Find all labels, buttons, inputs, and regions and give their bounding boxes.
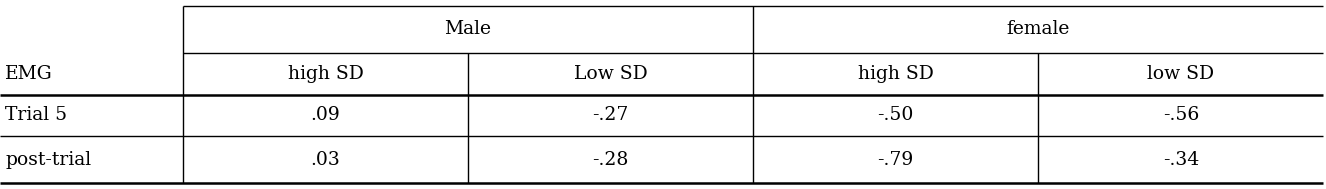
Text: post-trial: post-trial [5, 151, 91, 169]
Text: Low SD: Low SD [574, 65, 647, 83]
Text: low SD: low SD [1147, 65, 1215, 83]
Text: female: female [1006, 20, 1070, 38]
Text: -.28: -.28 [593, 151, 629, 169]
Text: EMG: EMG [5, 65, 53, 83]
Text: Male: Male [444, 20, 492, 38]
Text: Trial 5: Trial 5 [5, 106, 68, 124]
Text: .03: .03 [310, 151, 341, 169]
Text: -.79: -.79 [878, 151, 914, 169]
Text: -.56: -.56 [1163, 106, 1199, 124]
Text: high SD: high SD [288, 65, 363, 83]
Text: -.34: -.34 [1163, 151, 1199, 169]
Text: .09: .09 [310, 106, 341, 124]
Text: -.27: -.27 [593, 106, 629, 124]
Text: -.50: -.50 [878, 106, 914, 124]
Text: high SD: high SD [858, 65, 934, 83]
